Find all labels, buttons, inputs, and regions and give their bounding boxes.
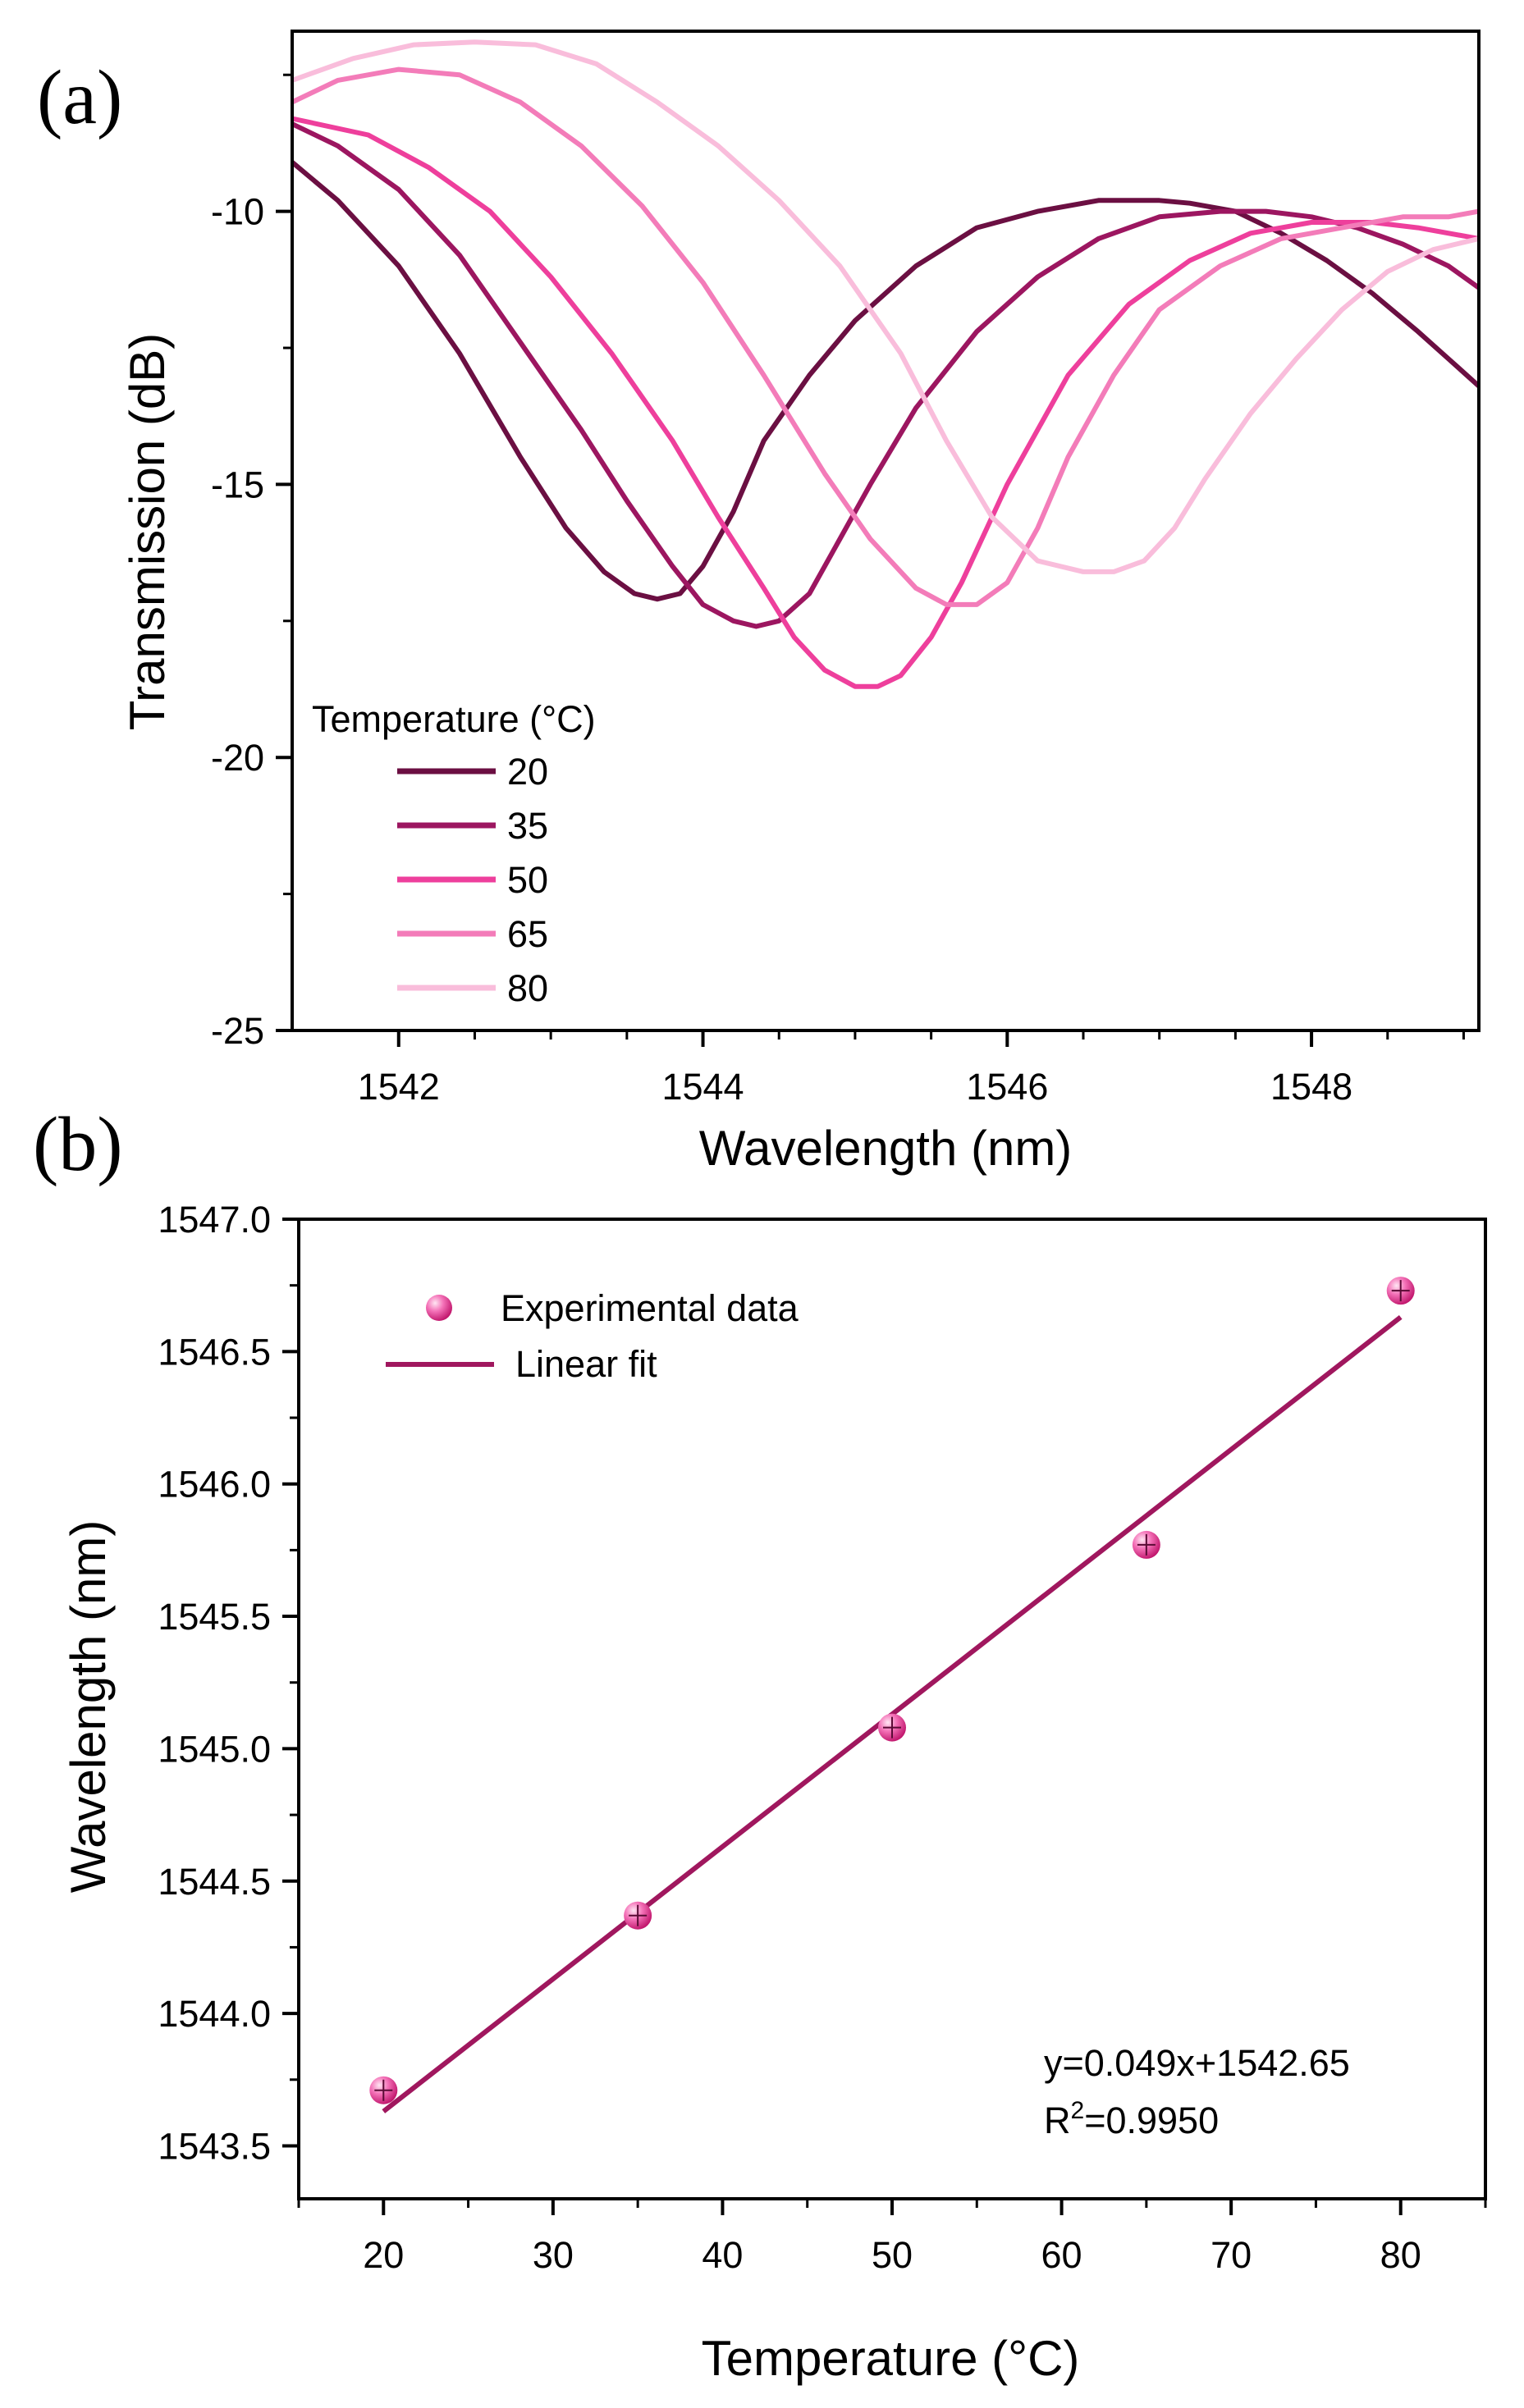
error-bar: [374, 2079, 393, 2101]
fit-equation: y=0.049x+1542.65: [1044, 2042, 1350, 2084]
panel-a-xlabel: Wavelength (nm): [699, 1121, 1073, 1176]
x-tick-label-70: 70: [1211, 2234, 1252, 2276]
error-bar: [883, 1716, 901, 1739]
x-tick-label-60: 60: [1041, 2234, 1082, 2276]
error-bar: [629, 1904, 648, 1926]
series-line-20: [291, 160, 1481, 602]
x-tick-label-30: 30: [533, 2234, 574, 2276]
panel-a-ticks: 1542 1544 1546 1548 -25 -20 -15 -10: [211, 73, 1465, 1108]
panel-a-legend: Temperature (°C) 20 35 50 65 80: [312, 698, 596, 1009]
legend-label-35: 35: [507, 805, 548, 847]
legend-marker-experimental: [426, 1295, 452, 1321]
panel-a-legend-title: Temperature (°C): [312, 698, 596, 740]
panel-b: (b) 20 30 40 50 60 70 80 1543.5 1544.0 1544.5 1545…: [33, 1102, 1487, 2386]
x-tick-label-1546: 1546: [966, 1066, 1048, 1108]
panel-b-label: (b): [33, 1102, 123, 1187]
x-tick-label-1542: 1542: [358, 1066, 440, 1108]
fit-r2-sup: 2: [1071, 2097, 1085, 2124]
panel-a-label: (a): [37, 55, 122, 140]
error-bar: [1137, 1533, 1156, 1556]
y-tick-label--10: -10: [211, 191, 264, 233]
panel-b-ticks: 20 30 40 50 60 70 80 1543.5 1544.0 1544.5 1545.0 15…: [158, 1199, 1487, 2276]
y-tick-label-1545: 1545.0: [158, 1728, 271, 1770]
y-tick-label--15: -15: [211, 464, 264, 505]
fit-r2: R2=0.9950: [1044, 2097, 1219, 2141]
y-tick-label-1546.5: 1546.5: [158, 1331, 271, 1373]
series-line-80: [291, 39, 1480, 574]
fit-r2-prefix: R: [1044, 2100, 1071, 2141]
x-tick-label-40: 40: [702, 2234, 743, 2276]
fit-r2-value: =0.9950: [1084, 2100, 1219, 2141]
y-tick-label-1545.5: 1545.5: [158, 1596, 271, 1638]
x-tick-label-1544: 1544: [661, 1066, 744, 1108]
legend-label-20: 20: [507, 751, 548, 793]
legend-label-fit: Linear fit: [515, 1343, 657, 1385]
y-tick-label-1544.5: 1544.5: [158, 1861, 271, 1903]
panel-a: (a) 1542 1544 1546 1548 -25 -20 -15 -10 Wavelen…: [37, 30, 1481, 1176]
panel-b-series-group: [369, 1277, 1415, 2113]
series-line-50: [291, 116, 1480, 689]
series-line-35: [291, 121, 1481, 629]
y-tick-label--20: -20: [211, 737, 264, 779]
panel-a-plot-frame: [291, 30, 1481, 1032]
y-tick-label-1543.5: 1543.5: [158, 2125, 271, 2167]
panel-a-series-group: [291, 39, 1481, 689]
fit-annotation: y=0.049x+1542.65 R2=0.9950: [1044, 2042, 1350, 2141]
error-bar: [1391, 1280, 1410, 1302]
legend-label-65: 65: [507, 913, 548, 955]
y-tick-label-1546: 1546.0: [158, 1464, 271, 1506]
series-line-65: [291, 66, 1480, 607]
panel-b-legend: Experimental data Linear fit: [386, 1287, 799, 1385]
x-tick-label-80: 80: [1380, 2234, 1421, 2276]
x-tick-label-20: 20: [363, 2234, 404, 2276]
legend-label-80: 80: [507, 967, 548, 1009]
panel-b-ylabel: Wavelength (nm): [61, 1520, 116, 1894]
legend-label-experimental: Experimental data: [501, 1287, 799, 1329]
x-tick-label-1548: 1548: [1270, 1066, 1352, 1108]
y-tick-label--25: -25: [211, 1010, 264, 1052]
y-tick-label-1544: 1544.0: [158, 1993, 271, 2035]
panel-a-ylabel: Transmission (dB): [120, 333, 175, 731]
panel-b-xlabel: Temperature (°C): [702, 2331, 1080, 2386]
legend-label-50: 50: [507, 859, 548, 901]
y-tick-label-1547: 1547.0: [158, 1199, 271, 1241]
x-tick-label-50: 50: [872, 2234, 913, 2276]
panel-a-legend-entries: 20 35 50 65 80: [397, 751, 548, 1009]
